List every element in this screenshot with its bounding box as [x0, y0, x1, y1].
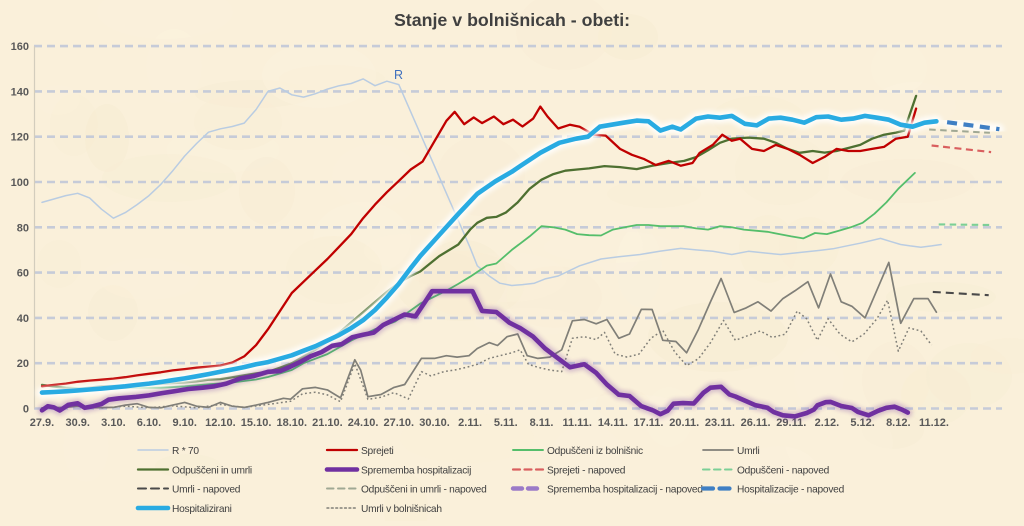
svg-text:23.11.: 23.11. — [705, 417, 735, 429]
svg-text:140: 140 — [11, 86, 29, 98]
svg-text:Stanje v bolnišnicah - obeti:: Stanje v bolnišnicah - obeti: — [394, 10, 630, 30]
svg-text:Umrli: Umrli — [737, 446, 760, 457]
svg-text:8.12.: 8.12. — [886, 417, 910, 429]
svg-text:80: 80 — [17, 222, 29, 234]
svg-text:29.11.: 29.11. — [776, 417, 806, 429]
svg-text:9.10.: 9.10. — [172, 417, 196, 429]
svg-text:21.10.: 21.10. — [312, 417, 343, 429]
svg-text:160: 160 — [11, 41, 29, 53]
svg-text:8.11.: 8.11. — [530, 417, 554, 429]
svg-text:14.11.: 14.11. — [598, 417, 628, 429]
svg-text:Odpuščeni in umrli: Odpuščeni in umrli — [172, 466, 252, 477]
svg-text:27.10.: 27.10. — [384, 417, 415, 429]
svg-text:R * 70: R * 70 — [172, 446, 199, 457]
svg-text:Sprememba hospitalizacij: Sprememba hospitalizacij — [361, 466, 471, 477]
svg-text:5.11.: 5.11. — [494, 417, 518, 429]
svg-text:Umrli - napoved: Umrli - napoved — [172, 485, 241, 496]
svg-text:12.10.: 12.10. — [205, 417, 236, 429]
svg-text:Umrli v bolnišnicah: Umrli v bolnišnicah — [361, 504, 442, 515]
svg-text:3.10.: 3.10. — [101, 417, 125, 429]
svg-text:11.11.: 11.11. — [563, 417, 592, 429]
svg-text:R: R — [394, 68, 403, 82]
svg-text:Odpuščeni iz bolnišnic: Odpuščeni iz bolnišnic — [547, 446, 643, 457]
svg-text:2.12.: 2.12. — [815, 417, 839, 429]
svg-text:Sprejeti - napoved: Sprejeti - napoved — [547, 466, 626, 477]
svg-text:27.9.: 27.9. — [30, 417, 54, 429]
svg-text:Hospitalizirani: Hospitalizirani — [172, 504, 232, 515]
svg-text:Sprememba hospitalizacij - nap: Sprememba hospitalizacij - napoved — [547, 485, 703, 496]
svg-text:20: 20 — [17, 358, 29, 370]
svg-text:100: 100 — [11, 177, 29, 189]
svg-text:Odpuščeni - napoved: Odpuščeni - napoved — [737, 466, 830, 477]
svg-text:5.12.: 5.12. — [850, 417, 874, 429]
svg-text:26.11.: 26.11. — [741, 417, 771, 429]
svg-text:24.10.: 24.10. — [348, 417, 379, 429]
svg-text:30.10.: 30.10. — [419, 417, 450, 429]
svg-text:Odpuščeni in umrli - napoved: Odpuščeni in umrli - napoved — [361, 485, 487, 496]
svg-text:18.10.: 18.10. — [277, 417, 308, 429]
svg-text:60: 60 — [17, 268, 29, 280]
svg-text:30.9.: 30.9. — [65, 417, 89, 429]
svg-text:17.11.: 17.11. — [634, 417, 664, 429]
svg-text:6.10.: 6.10. — [137, 417, 161, 429]
svg-text:0: 0 — [23, 404, 29, 416]
svg-text:120: 120 — [11, 132, 29, 144]
svg-text:15.10.: 15.10. — [241, 417, 272, 429]
svg-text:11.12.: 11.12. — [919, 417, 949, 429]
svg-text:Sprejeti: Sprejeti — [361, 446, 394, 457]
svg-text:Hospitalizacije - napoved: Hospitalizacije - napoved — [737, 485, 845, 496]
svg-text:40: 40 — [17, 313, 29, 325]
svg-text:2.11.: 2.11. — [458, 417, 482, 429]
svg-text:20.11.: 20.11. — [669, 417, 699, 429]
